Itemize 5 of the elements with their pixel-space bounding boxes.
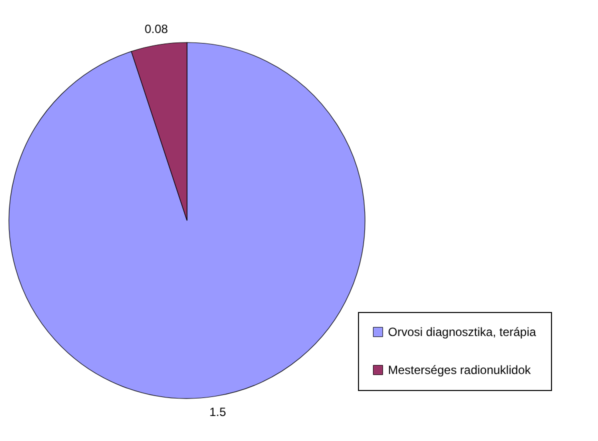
legend-label: Orvosi diagnosztika, terápia xyxy=(388,325,536,339)
data-label: 0.08 xyxy=(144,22,168,36)
pie-slice xyxy=(8,42,366,399)
legend-label: Mesterséges radionuklidok xyxy=(388,363,532,377)
data-label: 1.5 xyxy=(209,405,226,420)
